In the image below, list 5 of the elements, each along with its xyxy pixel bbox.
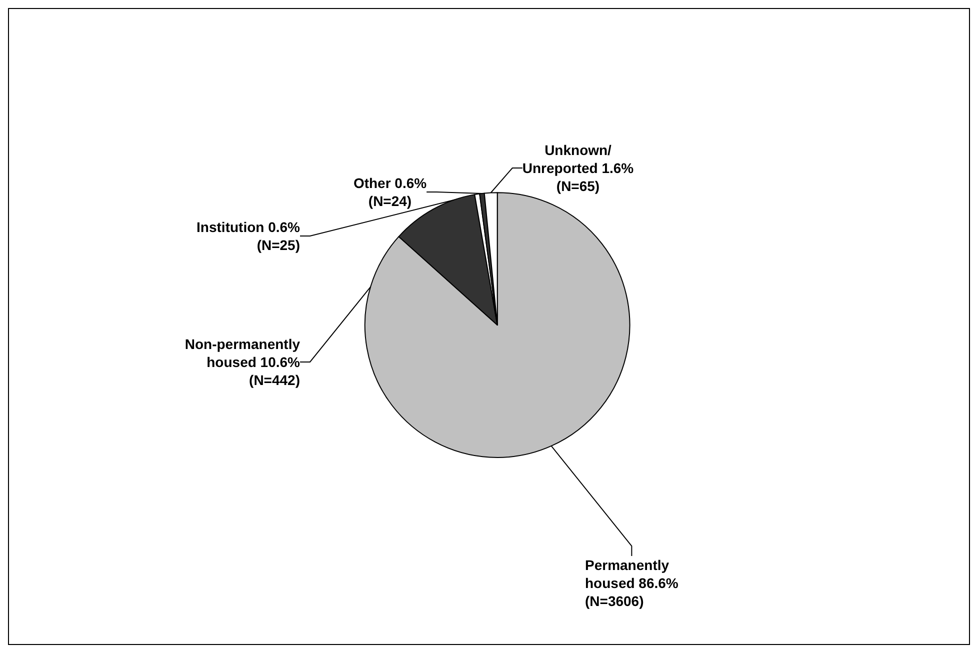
slice-label: Permanently housed 86.6% (N=3606) xyxy=(585,557,679,609)
slice-label: Unknown/ Unreported 1.6% (N=65) xyxy=(522,142,634,194)
slice-label: Other 0.6% (N=24) xyxy=(353,175,428,209)
slice-label: Non-permanently housed 10.6% (N=442) xyxy=(184,336,301,388)
slice-label: Institution 0.6% (N=25) xyxy=(196,219,301,253)
